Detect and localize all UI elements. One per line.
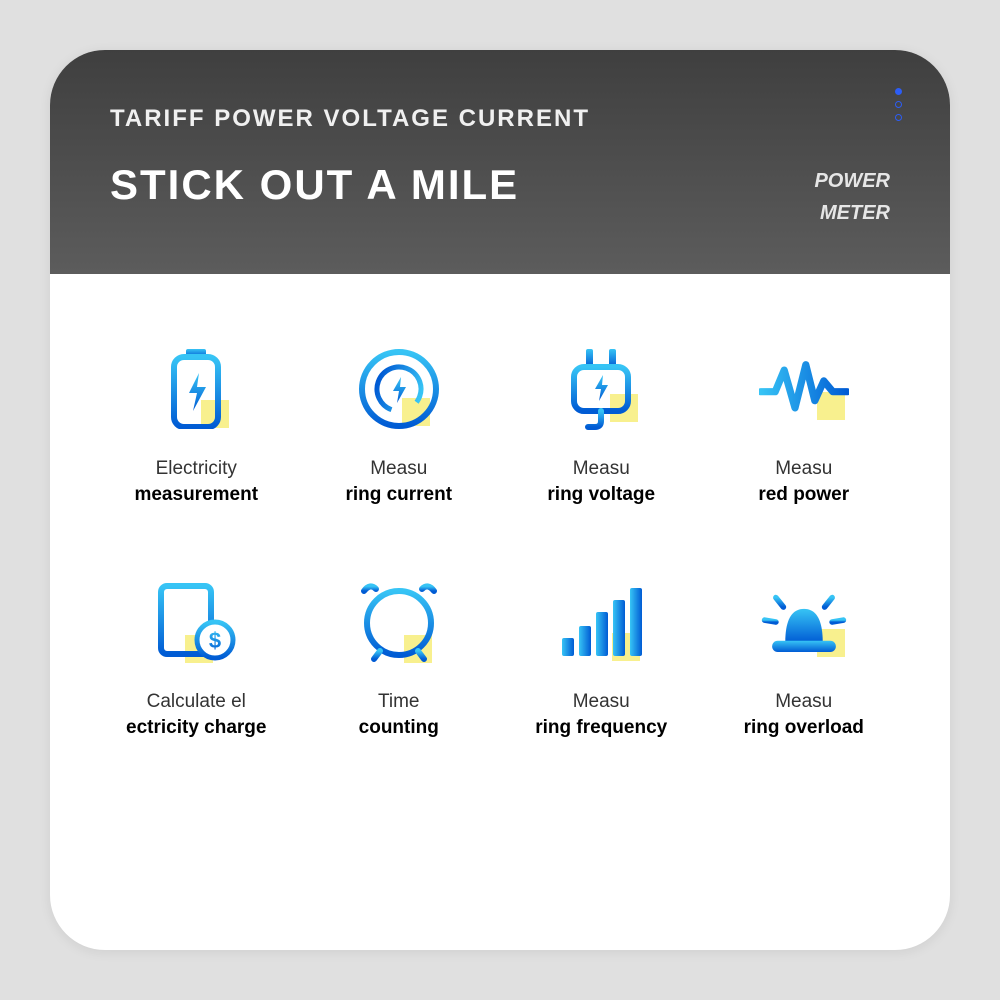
- feature-label: Measu ring overload: [744, 689, 864, 740]
- feature-grid: Electricity measurement Measu: [100, 344, 900, 741]
- header-title: STICK OUT A MILE: [110, 161, 519, 209]
- feature-ring-overload: Measu ring overload: [708, 577, 901, 740]
- feature-label: Time counting: [359, 689, 439, 740]
- pulse-icon: [759, 354, 849, 424]
- card-header: TARIFF POWER VOLTAGE CURRENT STICK OUT A…: [50, 50, 950, 274]
- ring-current-icon: [357, 347, 441, 431]
- svg-text:$: $: [209, 628, 221, 653]
- feature-label: Measu ring voltage: [547, 456, 655, 507]
- bill-icon: $: [153, 580, 239, 664]
- feature-label: Measu ring current: [345, 456, 452, 507]
- feature-time-counting: Time counting: [303, 577, 496, 740]
- header-subtitle: TARIFF POWER VOLTAGE CURRENT: [110, 105, 890, 133]
- feature-label: Measu red power: [758, 456, 849, 507]
- feature-electricity-measurement: Electricity measurement: [100, 344, 293, 507]
- signal-bars-icon: [558, 584, 644, 660]
- feature-label: Calculate el ectricity charge: [126, 689, 266, 740]
- feature-red-power: Measu red power: [708, 344, 901, 507]
- alarm-icon: [759, 582, 849, 662]
- plug-icon: [564, 347, 638, 431]
- clock-icon: [356, 579, 442, 665]
- product-card: TARIFF POWER VOLTAGE CURRENT STICK OUT A…: [50, 50, 950, 950]
- feature-label: Measu ring frequency: [535, 689, 667, 740]
- feature-ring-frequency: Measu ring frequency: [505, 577, 698, 740]
- menu-dots-icon[interactable]: [895, 88, 902, 121]
- feature-label: Electricity measurement: [134, 456, 258, 507]
- feature-ring-current: Measu ring current: [303, 344, 496, 507]
- header-side-label: POWER METER: [814, 165, 890, 229]
- battery-icon: [166, 349, 226, 429]
- card-body: Electricity measurement Measu: [50, 274, 950, 950]
- feature-ring-voltage: Measu ring voltage: [505, 344, 698, 507]
- feature-calculate-charge: $ Calculate el ectricity charge: [100, 577, 293, 740]
